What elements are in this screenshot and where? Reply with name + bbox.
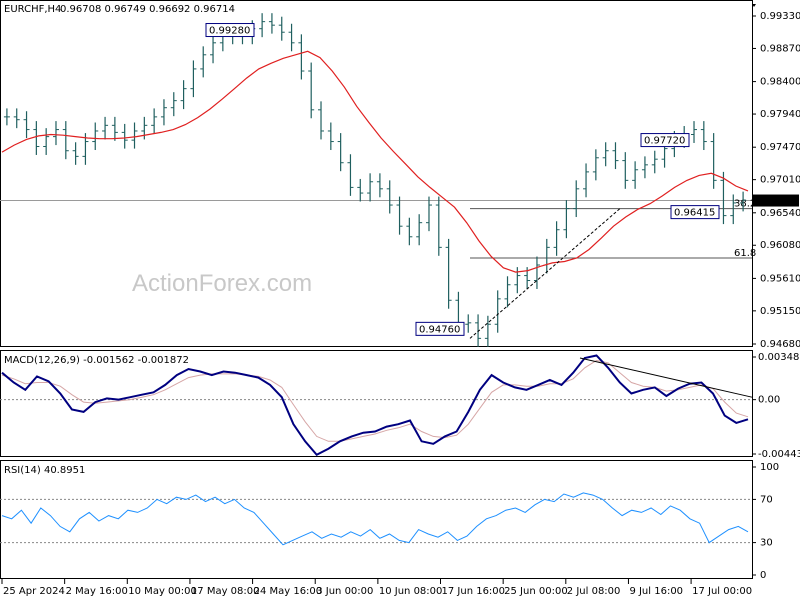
price-tick-label: 0.98400 [760, 77, 800, 88]
macd-tick-label: 0.003481 [758, 352, 800, 363]
time-tick-label: 2 Jul 08:00 [567, 586, 621, 597]
price-annotation-box [670, 205, 720, 220]
price-annotation: 0.99280 [209, 26, 250, 37]
macd-panel-frame [0, 350, 753, 457]
fib-level-label: 61.8 [734, 248, 756, 259]
price-annotation-box [205, 23, 255, 38]
watermark: ActionForex.com [132, 270, 312, 297]
price-annotation: 0.97720 [644, 136, 685, 147]
time-tick-label: 25 Jun 00:00 [504, 586, 568, 597]
price-tick-label: 0.99330 [760, 11, 800, 22]
rsi-y-axis: 100 70 30 0 [752, 462, 779, 581]
price-annotation-box [640, 133, 690, 148]
price-bars [3, 13, 747, 347]
price-annotation: 0.94760 [419, 324, 460, 335]
price-tick-label: 0.97940 [760, 109, 800, 120]
fib-level-label: 38.2 [734, 199, 756, 210]
moving-average [1, 50, 749, 273]
price-tick-label: 0.98870 [760, 43, 800, 54]
price-tick-label: 0.96080 [760, 240, 800, 251]
chart-menu-triangle-icon [752, 4, 756, 7]
time-tick-label: 17 Jun 16:00 [442, 586, 506, 597]
macd-title: MACD(12,26,9) -0.001562 -0.001872 [4, 355, 189, 366]
chart-title: EURCHF,H4 [4, 4, 61, 15]
price-annotations: 0.99280 0.97720 0.96415 0.94760 [205, 23, 720, 339]
macd-tick-label: 0.00 [758, 395, 780, 406]
rsi-tick-label: 0 [760, 570, 766, 581]
time-tick-label: 10 Jun 08:00 [379, 586, 443, 597]
time-tick-label: 17 Jul 00:00 [692, 586, 752, 597]
ohlc-header: 0.96708 0.96749 0.96692 0.96714 [60, 4, 235, 15]
time-tick-label: 3 Jun 00:00 [316, 586, 373, 597]
rsi-tick-label: 70 [760, 494, 773, 505]
macd-signal-line [1, 359, 749, 442]
rsi-tick-label: 30 [760, 538, 773, 549]
price-annotation: 0.96415 [674, 208, 715, 219]
time-tick-label: 10 May 00:00 [128, 586, 197, 597]
macd-lines [0, 354, 753, 457]
time-tick-label: 24 May 16:00 [254, 586, 323, 597]
time-tick-label: 17 May 08:00 [191, 586, 260, 597]
time-tick-label: 2 May 16:00 [66, 586, 128, 597]
price-y-axis: 0.99330 0.98870 0.98400 0.97940 0.97470 0.970… [0, 11, 800, 350]
moving-average-line [1, 50, 749, 273]
rsi-tick-label: 100 [760, 462, 779, 473]
price-tick-label: 0.95610 [760, 273, 800, 284]
rsi-title: RSI(14) 40.8951 [4, 465, 85, 476]
last-price-box [753, 194, 799, 207]
macd-line [1, 354, 749, 457]
price-panel-frame [0, 0, 753, 347]
macd-trendline [579, 357, 753, 398]
rsi-line [1, 492, 749, 546]
price-tick-label: 0.96540 [760, 208, 800, 219]
macd-y-axis: 0.003481 0.00 -0.004436 [752, 352, 800, 460]
price-tick-label: 0.95150 [760, 306, 800, 317]
price-annotation-box [415, 321, 465, 336]
macd-tick-label: -0.004436 [758, 449, 800, 460]
price-tick-label: 0.94680 [760, 339, 800, 350]
price-tick-label: 0.97010 [760, 175, 800, 186]
time-tick-label: 9 Jul 16:00 [629, 586, 683, 597]
rsi-panel-frame [0, 460, 753, 579]
time-tick-label: 25 Apr 2024 [3, 586, 65, 597]
price-tick-label: 0.97470 [760, 142, 800, 153]
last-price-label: 0.96714 [757, 197, 798, 208]
uptrend-line [469, 208, 621, 339]
rsi-line [0, 492, 752, 546]
